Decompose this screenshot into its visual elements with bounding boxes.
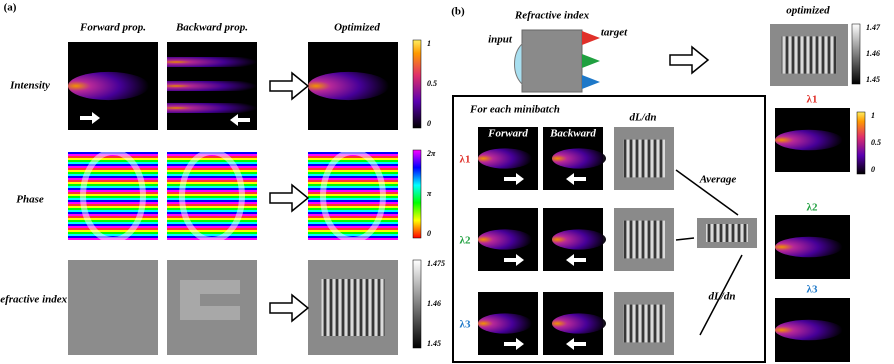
label: Phase xyxy=(16,194,44,206)
label: 1 xyxy=(427,39,431,48)
label: Refractive index xyxy=(0,294,68,306)
label: (b) xyxy=(451,6,465,18)
label: 1.475 xyxy=(427,259,445,268)
index-pattern xyxy=(623,305,665,343)
arrow xyxy=(270,295,308,321)
output-beam xyxy=(582,54,600,68)
label: Forward xyxy=(487,128,528,140)
beam xyxy=(167,57,257,67)
label: target xyxy=(601,27,628,39)
beam xyxy=(775,237,843,257)
colorbar xyxy=(852,24,860,84)
label: 1 xyxy=(871,111,875,120)
beam xyxy=(775,130,843,150)
output-beam xyxy=(582,75,600,89)
label: π xyxy=(427,189,432,198)
label: Backward xyxy=(549,128,596,140)
label: λ3 xyxy=(807,284,818,296)
index-pattern xyxy=(623,221,665,259)
beam xyxy=(308,72,389,100)
label: dL/dn xyxy=(630,112,657,124)
label: input xyxy=(488,34,513,46)
label: λ1 xyxy=(807,94,818,106)
colorbar xyxy=(413,150,421,238)
index-map xyxy=(68,260,158,355)
beam xyxy=(552,229,606,249)
label: 1.46 xyxy=(427,299,441,308)
beam xyxy=(478,313,532,333)
label: 0 xyxy=(427,119,431,128)
output-beam xyxy=(582,31,600,45)
beam xyxy=(167,81,257,91)
beam xyxy=(552,313,606,333)
beam xyxy=(552,148,606,168)
label: 0 xyxy=(871,165,875,174)
label: Optimized xyxy=(334,22,380,34)
label: 1.45 xyxy=(866,75,880,84)
beam xyxy=(478,229,532,249)
colorbar xyxy=(857,112,865,174)
input-beam xyxy=(515,44,523,84)
label: dL/dn xyxy=(709,291,736,303)
index-pattern xyxy=(782,36,837,73)
label: λ1 xyxy=(460,154,471,166)
beam xyxy=(775,320,843,340)
label: (a) xyxy=(4,2,17,14)
label: 1.45 xyxy=(427,339,441,348)
beam xyxy=(478,148,532,168)
label: Backward prop. xyxy=(175,22,248,34)
colorbar xyxy=(413,40,421,128)
index-pattern xyxy=(623,140,665,178)
index-pattern xyxy=(706,224,748,242)
label: λ2 xyxy=(460,235,471,247)
figure: (a) Forward prop. Backward prop. Optimized I… xyxy=(0,0,894,364)
label: Refractive index xyxy=(514,10,590,22)
arrow xyxy=(670,47,708,73)
label: λ2 xyxy=(807,202,818,214)
arrow xyxy=(270,185,308,211)
label: λ3 xyxy=(460,319,471,331)
arrow xyxy=(270,73,308,99)
colorbar xyxy=(413,260,421,348)
label: 0.5 xyxy=(871,138,881,147)
label: 2π xyxy=(426,149,436,158)
arrow xyxy=(676,170,742,335)
beam xyxy=(167,103,257,113)
label: Forward prop. xyxy=(79,22,146,34)
label: 0.5 xyxy=(427,79,437,88)
device xyxy=(522,30,582,92)
label: 1.46 xyxy=(866,49,880,58)
index-pattern xyxy=(322,279,385,336)
beam xyxy=(68,72,149,100)
label: optimized xyxy=(786,5,830,17)
label: Intensity xyxy=(9,80,50,92)
label: Average xyxy=(699,174,737,186)
label: 0 xyxy=(427,229,431,238)
label: 1.47 xyxy=(866,23,881,32)
label: For each minibatch xyxy=(469,104,560,116)
